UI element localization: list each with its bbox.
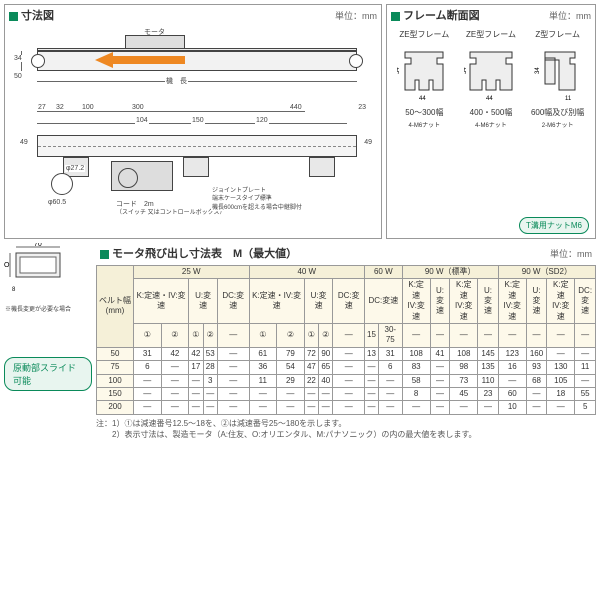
svg-text:11: 11 — [565, 96, 572, 102]
front-view-block: 70 O 8 ※機長変更が必要な場合 原動部スライド可能 — [4, 243, 92, 440]
d50: 50 — [13, 73, 23, 80]
motor-title-text: モータ飛び出し寸法表 M（最大値） — [112, 248, 297, 260]
direction-arrow — [95, 53, 185, 67]
d34: 34 — [13, 55, 23, 62]
dim-title: 寸法図 単位：mm — [5, 5, 381, 25]
motor-table: ベルト幅 (mm)25 W40 W60 W90 W（標準）90 W（SD2）K:… — [96, 265, 596, 415]
motor-side — [125, 35, 185, 49]
motor-unit: 単位：mm — [550, 247, 592, 260]
svg-text:44: 44 — [486, 96, 493, 102]
dimensions-panel: 寸法図 単位：mm モータ 機 長 — [4, 4, 382, 239]
frame-profile-1: ZE型フレーム 3444 400・500幅 4-M6ナット — [462, 29, 520, 129]
tail-pulley — [31, 54, 45, 68]
bracket-2 — [183, 157, 209, 177]
frame-profile-2: Z型フレーム 3411 600幅及び別幅 2-M6ナット — [529, 29, 587, 129]
slide-badge: 原動部スライド可能 — [4, 357, 92, 391]
dimension-drawing: モータ 機 長 34 50 — [11, 23, 375, 232]
frame-profile-0: ZE型フレーム 3444 50～300幅 4-M6ナット — [395, 29, 453, 129]
cross-section-panel: フレーム断面図 単位：mm ZE型フレーム 3444 50～300幅 4-M6ナ… — [386, 4, 596, 239]
svg-text:44: 44 — [419, 96, 426, 102]
cross-unit: 単位：mm — [549, 9, 591, 22]
svg-text:34: 34 — [535, 67, 541, 74]
length-label: 機 長 — [165, 76, 188, 86]
svg-text:34: 34 — [464, 67, 468, 74]
table-note: 注：1）①は減速番号12.5～18を、②は減速番号25～180を示します。 2）… — [96, 418, 596, 440]
roller-circle — [51, 173, 73, 195]
bracket-3 — [309, 157, 335, 177]
svg-text:O: O — [4, 262, 10, 269]
tnut-badge: T溝用ナットM6 — [519, 217, 589, 234]
cross-title-text: フレーム断面図 — [403, 10, 480, 22]
dim-title-text: 寸法図 — [21, 10, 54, 22]
cross-title: フレーム断面図 単位：mm — [387, 5, 595, 25]
head-pulley — [349, 54, 363, 68]
svg-text:34: 34 — [397, 67, 401, 74]
motor-title: モータ飛び出し寸法表 M（最大値） 単位：mm — [96, 243, 596, 263]
dim-unit: 単位：mm — [335, 9, 377, 22]
plan-body — [37, 135, 357, 157]
svg-text:70: 70 — [34, 243, 42, 248]
motor-plan — [111, 161, 173, 191]
svg-text:8: 8 — [12, 287, 16, 293]
